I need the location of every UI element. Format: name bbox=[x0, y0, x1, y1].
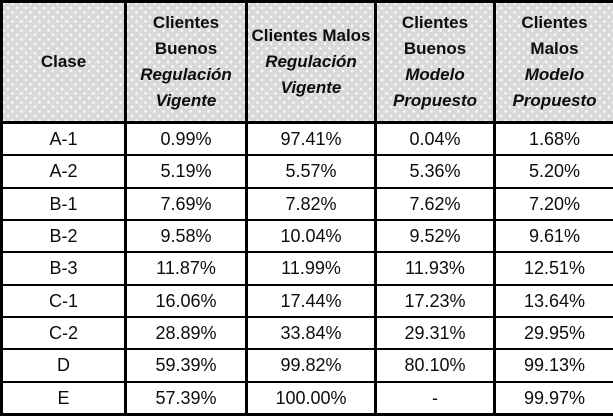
class-cell: A-2 bbox=[0, 154, 127, 189]
value-cell: 100.00% bbox=[245, 380, 377, 416]
value-cell: 11.87% bbox=[124, 251, 248, 286]
class-cell: B-3 bbox=[0, 251, 127, 286]
value-cell: 9.52% bbox=[374, 218, 496, 254]
value-cell: 33.84% bbox=[245, 315, 377, 351]
value-cell: 10.04% bbox=[245, 218, 377, 254]
value-cell: 12.51% bbox=[493, 251, 613, 286]
class-cell: B-1 bbox=[0, 186, 127, 221]
table-row: A-2 5.19% 5.57% 5.36% 5.20% bbox=[0, 154, 613, 189]
column-header-title: Clientes Malos bbox=[251, 26, 371, 45]
class-cell: C-1 bbox=[0, 283, 127, 318]
column-header-buenos-regulacion: Clientes Buenos Regulación Vigente bbox=[124, 0, 248, 124]
value-cell: - bbox=[374, 380, 496, 416]
column-header-subtitle: Regulación Vigente bbox=[265, 52, 357, 97]
column-header-subtitle: Modelo Propuesto bbox=[512, 65, 597, 110]
value-cell: 11.99% bbox=[245, 251, 377, 286]
table-row: B-3 11.87% 11.99% 11.93% 12.51% bbox=[0, 251, 613, 286]
column-header-subtitle: Modelo Propuesto bbox=[392, 65, 478, 110]
value-cell: 16.06% bbox=[124, 283, 248, 318]
table-row: B-1 7.69% 7.82% 7.62% 7.20% bbox=[0, 186, 613, 221]
column-header-clase: Clase bbox=[0, 0, 127, 124]
class-cell: C-2 bbox=[0, 315, 127, 351]
value-cell: 80.10% bbox=[374, 348, 496, 383]
table-row: E 57.39% 100.00% - 99.97% bbox=[0, 380, 613, 416]
value-cell: 7.20% bbox=[493, 186, 613, 221]
value-cell: 7.82% bbox=[245, 186, 377, 221]
table-row: C-1 16.06% 17.44% 17.23% 13.64% bbox=[0, 283, 613, 318]
column-header-buenos-modelo: Clientes Buenos Modelo Propuesto bbox=[374, 0, 496, 124]
value-cell: 59.39% bbox=[124, 348, 248, 383]
value-cell: 1.68% bbox=[493, 121, 613, 157]
value-cell: 29.95% bbox=[493, 315, 613, 351]
column-header-title: Clase bbox=[40, 52, 87, 71]
column-header-title: Clientes Buenos bbox=[152, 13, 220, 58]
column-header-malos-regulacion: Clientes Malos Regulación Vigente bbox=[245, 0, 377, 124]
column-header-subtitle: Regulación Vigente bbox=[140, 65, 232, 110]
table-row: C-2 28.89% 33.84% 29.31% 29.95% bbox=[0, 315, 613, 351]
value-cell: 99.97% bbox=[493, 380, 613, 416]
value-cell: 9.61% bbox=[493, 218, 613, 254]
column-header-title: Clientes Malos bbox=[521, 13, 588, 58]
value-cell: 5.19% bbox=[124, 154, 248, 189]
value-cell: 97.41% bbox=[245, 121, 377, 157]
table-row: A-1 0.99% 97.41% 0.04% 1.68% bbox=[0, 121, 613, 157]
value-cell: 17.23% bbox=[374, 283, 496, 318]
table-row: B-2 9.58% 10.04% 9.52% 9.61% bbox=[0, 218, 613, 254]
value-cell: 0.99% bbox=[124, 121, 248, 157]
value-cell: 0.04% bbox=[374, 121, 496, 157]
value-cell: 5.20% bbox=[493, 154, 613, 189]
class-cell: D bbox=[0, 348, 127, 383]
table-row: D 59.39% 99.82% 80.10% 99.13% bbox=[0, 348, 613, 383]
value-cell: 5.57% bbox=[245, 154, 377, 189]
value-cell: 57.39% bbox=[124, 380, 248, 416]
value-cell: 99.13% bbox=[493, 348, 613, 383]
column-header-title: Clientes Buenos bbox=[401, 13, 469, 58]
value-cell: 7.62% bbox=[374, 186, 496, 221]
class-cell: A-1 bbox=[0, 121, 127, 157]
value-cell: 99.82% bbox=[245, 348, 377, 383]
value-cell: 11.93% bbox=[374, 251, 496, 286]
value-cell: 17.44% bbox=[245, 283, 377, 318]
column-header-malos-modelo: Clientes Malos Modelo Propuesto bbox=[493, 0, 613, 124]
value-cell: 7.69% bbox=[124, 186, 248, 221]
header-row: Clase Clientes Buenos Regulación Vigente… bbox=[0, 0, 613, 124]
value-cell: 13.64% bbox=[493, 283, 613, 318]
value-cell: 29.31% bbox=[374, 315, 496, 351]
class-cell: B-2 bbox=[0, 218, 127, 254]
value-cell: 5.36% bbox=[374, 154, 496, 189]
value-cell: 28.89% bbox=[124, 315, 248, 351]
value-cell: 9.58% bbox=[124, 218, 248, 254]
class-cell: E bbox=[0, 380, 127, 416]
